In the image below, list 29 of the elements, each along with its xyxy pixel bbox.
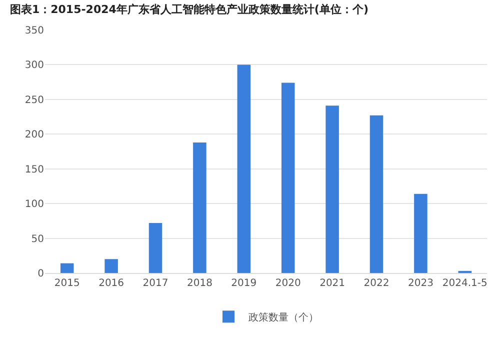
x-tick-label: 2016 [98, 278, 124, 289]
x-tick-label: 2019 [231, 278, 257, 289]
y-tick-label: 250 [24, 94, 44, 106]
x-tick-label: 2024.1-5 [442, 278, 488, 289]
bar [148, 223, 162, 273]
x-tick-label: 2023 [408, 278, 434, 289]
y-tick-label: 200 [24, 130, 44, 141]
y-tick-label: 0 [38, 268, 44, 280]
x-tick-label: 2017 [142, 278, 168, 289]
bar [414, 194, 428, 273]
bar [281, 82, 295, 273]
bar [370, 115, 384, 273]
x-tick-label: 2018 [186, 278, 212, 289]
y-tick-label: 350 [24, 26, 44, 36]
chart-title: 图表1：2015-2024年广东省人工智能特色产业政策数量统计(单位：个) [10, 2, 368, 16]
x-tick-label: 2021 [320, 278, 346, 289]
bar [193, 142, 206, 273]
y-tick-label: 50 [31, 234, 44, 245]
x-tick-label: 2020 [275, 278, 301, 289]
y-tick-label: 150 [24, 164, 44, 176]
bar [326, 106, 339, 273]
x-tick-label: 2015 [54, 278, 80, 289]
bar [60, 263, 74, 273]
bar [104, 259, 118, 273]
legend-label: 政策数量（个） [248, 312, 318, 324]
y-tick-label: 100 [24, 199, 44, 210]
y-tick-label: 300 [24, 60, 44, 72]
x-tick-label: 2022 [364, 278, 390, 289]
bar [237, 64, 251, 273]
